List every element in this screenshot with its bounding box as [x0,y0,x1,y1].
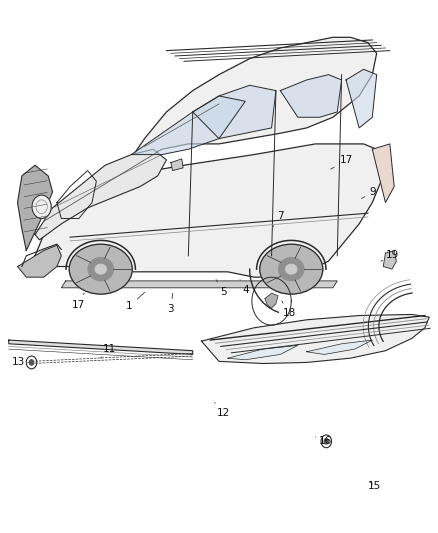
Polygon shape [307,340,372,354]
Polygon shape [18,165,53,251]
Polygon shape [280,75,342,117]
Polygon shape [265,293,278,308]
Ellipse shape [95,264,106,274]
Polygon shape [346,69,377,128]
Text: 15: 15 [368,481,381,491]
Polygon shape [35,144,385,277]
Polygon shape [9,340,193,354]
Polygon shape [193,85,276,139]
Text: 19: 19 [381,250,399,261]
Text: 18: 18 [282,301,296,318]
Polygon shape [201,314,429,364]
Circle shape [32,195,51,219]
Text: 17: 17 [331,155,353,169]
Ellipse shape [279,257,304,281]
Polygon shape [69,244,132,269]
Text: 1: 1 [126,293,145,311]
Text: 9: 9 [362,187,377,198]
Polygon shape [123,37,377,171]
Text: 16: 16 [315,437,332,446]
Text: 12: 12 [215,402,230,418]
Ellipse shape [69,244,132,294]
Polygon shape [372,144,394,203]
Text: 17: 17 [72,293,85,310]
Polygon shape [383,251,396,269]
Text: 5: 5 [216,279,227,297]
Ellipse shape [286,264,297,274]
Text: 11: 11 [101,344,116,358]
Ellipse shape [88,257,113,281]
Ellipse shape [260,244,323,294]
Text: 3: 3 [167,293,174,314]
Polygon shape [228,345,298,360]
Polygon shape [260,244,323,269]
Circle shape [324,439,328,444]
Polygon shape [61,281,337,288]
Polygon shape [18,245,61,277]
Circle shape [29,360,34,365]
Text: 7: 7 [273,211,284,227]
Polygon shape [131,96,245,155]
Polygon shape [35,149,166,240]
Polygon shape [171,159,183,171]
Text: 4: 4 [240,280,249,295]
Text: 13: 13 [12,358,28,367]
